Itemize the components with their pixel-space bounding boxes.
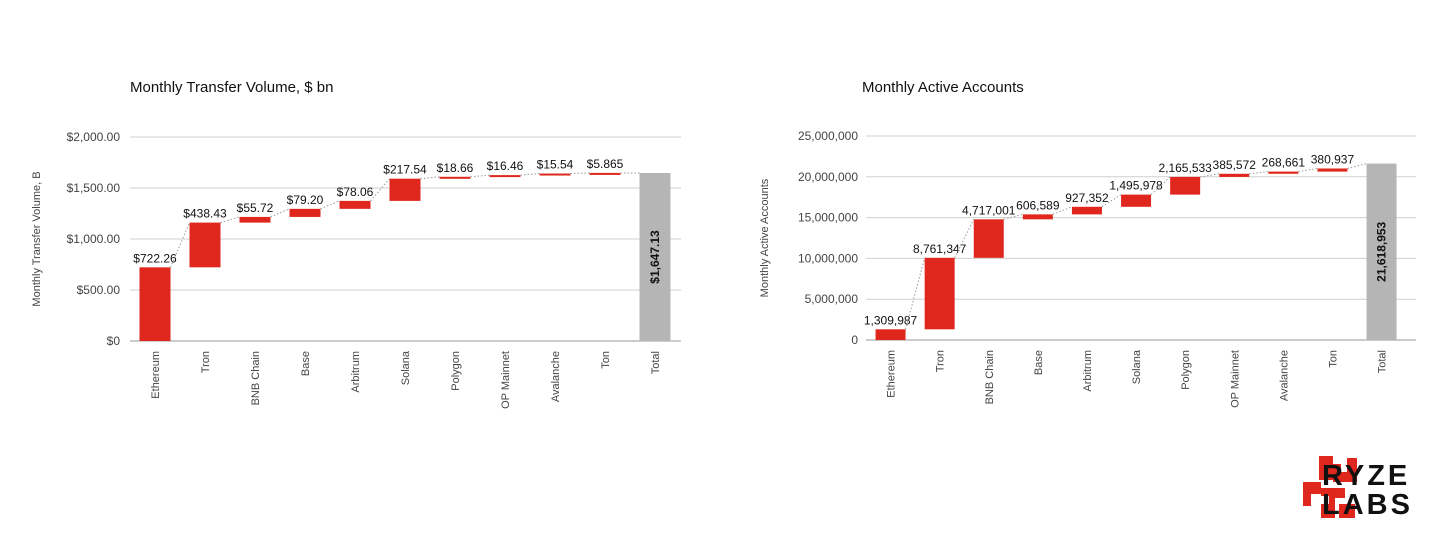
data-label: $79.20 <box>287 193 324 207</box>
x-tick-label: Avalanche <box>550 351 562 402</box>
x-tick-label: Polygon <box>450 351 462 391</box>
connector-line <box>570 172 590 175</box>
bar-arbitrum <box>339 200 371 209</box>
y-tick-label: $0 <box>107 334 121 348</box>
data-label: 1,495,978 <box>1109 179 1163 193</box>
x-tick-label: Avalanche <box>1278 350 1290 401</box>
x-tick-label: Base <box>1033 350 1045 375</box>
x-tick-label: Arbitrum <box>1082 350 1094 392</box>
bar-ton <box>589 172 621 175</box>
data-label: $55.72 <box>237 201 274 215</box>
chart-1: Monthly Transfer Volume, $ bn $0 $500.00 $1… <box>31 79 681 409</box>
data-label: 2,165,533 <box>1158 161 1212 175</box>
connector-line <box>954 219 975 259</box>
bar-ethereum <box>139 267 171 341</box>
connector-line <box>420 176 440 180</box>
x-tick-label: Ton <box>1327 350 1339 368</box>
y-tick-label: $2,000.00 <box>67 130 121 144</box>
y-tick-label: $1,500.00 <box>67 181 121 195</box>
x-tick-label: OP Mainnet <box>1229 350 1241 408</box>
x-tick-label: Ethereum <box>886 350 898 398</box>
bar-total <box>639 172 671 341</box>
bar-polygon <box>1170 176 1201 195</box>
brand-line1: RYZE <box>1322 460 1411 492</box>
chart-title: Monthly Active Accounts <box>862 79 1024 96</box>
bar-tron <box>189 222 221 268</box>
x-tick-label: Solana <box>1131 349 1143 384</box>
connector-line <box>370 178 390 202</box>
bar-avalanche <box>1268 171 1299 174</box>
y-tick-label: 5,000,000 <box>805 292 859 306</box>
bar-ton <box>1317 168 1348 172</box>
bar-bnb-chain <box>973 219 1004 258</box>
connector-line <box>470 174 490 178</box>
bar-avalanche <box>539 173 571 176</box>
connector-line <box>1249 171 1269 175</box>
y-tick-label: $500.00 <box>77 283 121 297</box>
y-axis-title: Monthly Transfer Volume, B <box>31 171 43 306</box>
bar-op-mainnet <box>1219 173 1250 177</box>
connector-line <box>1150 176 1171 195</box>
data-label: $18.66 <box>437 161 474 175</box>
data-label: 380,937 <box>1311 152 1355 166</box>
x-tick-label: Total <box>1377 350 1389 373</box>
x-tick-label: Base <box>300 351 312 376</box>
chart-title: Monthly Transfer Volume, $ bn <box>130 79 333 96</box>
data-label: $217.54 <box>383 163 427 177</box>
y-axis-title: Monthly Active Accounts <box>759 178 771 297</box>
data-label: 1,309,987 <box>864 313 918 327</box>
y-tick-label: 20,000,000 <box>798 170 858 184</box>
x-tick-label: Ethereum <box>150 351 162 399</box>
data-label: 8,761,347 <box>913 242 967 256</box>
brand-line2: LABS <box>1322 489 1413 521</box>
data-label: $16.46 <box>487 159 524 173</box>
data-label: $722.26 <box>133 251 177 265</box>
x-tick-label: OP Mainnet <box>500 351 512 409</box>
bar-polygon <box>439 176 471 179</box>
data-label: $438.43 <box>183 207 227 221</box>
y-tick-label: $1,000.00 <box>67 232 121 246</box>
bar-total <box>1366 163 1397 340</box>
data-label: 385,572 <box>1213 158 1257 172</box>
bar-base <box>1022 214 1053 220</box>
x-tick-label: Polygon <box>1180 350 1192 390</box>
y-tick-label: 10,000,000 <box>798 251 858 265</box>
data-label: $1,647.13 <box>648 230 662 284</box>
bar-tron <box>924 257 955 330</box>
y-tick-label: 15,000,000 <box>798 211 858 225</box>
x-tick-label: Solana <box>400 350 412 385</box>
bar-solana <box>389 178 421 201</box>
y-tick-label: 25,000,000 <box>798 129 858 143</box>
connector-line <box>1101 194 1122 208</box>
x-tick-label: BNB Chain <box>250 351 262 405</box>
chart-2: Monthly Active Accounts 0 5,000,000 10,000,… <box>759 79 1416 408</box>
data-label: $78.06 <box>337 185 374 199</box>
data-label: $15.54 <box>537 158 574 172</box>
bar-ethereum <box>875 329 906 340</box>
x-tick-label: Tron <box>935 350 947 372</box>
ryze-logo-icon <box>1303 456 1357 518</box>
y-tick-label: 0 <box>851 333 858 347</box>
data-label: 21,618,953 <box>1375 221 1389 281</box>
bar-solana <box>1121 194 1152 207</box>
connector-line <box>520 173 540 176</box>
x-tick-label: Arbitrum <box>350 351 362 393</box>
x-tick-label: Total <box>650 351 662 374</box>
data-label: 606,589 <box>1016 198 1060 212</box>
bar-bnb-chain <box>239 216 271 223</box>
x-tick-label: Tron <box>200 351 212 373</box>
data-label: 268,661 <box>1262 156 1306 170</box>
data-label: 927,352 <box>1065 191 1109 205</box>
bar-base <box>289 208 321 217</box>
data-label: 4,717,001 <box>962 203 1016 217</box>
bar-op-mainnet <box>489 175 521 178</box>
x-tick-label: BNB Chain <box>984 350 996 404</box>
x-tick-label: Ton <box>600 351 612 369</box>
data-label: $5.865 <box>587 157 624 171</box>
bar-arbitrum <box>1071 206 1102 215</box>
connector-line <box>170 222 190 268</box>
